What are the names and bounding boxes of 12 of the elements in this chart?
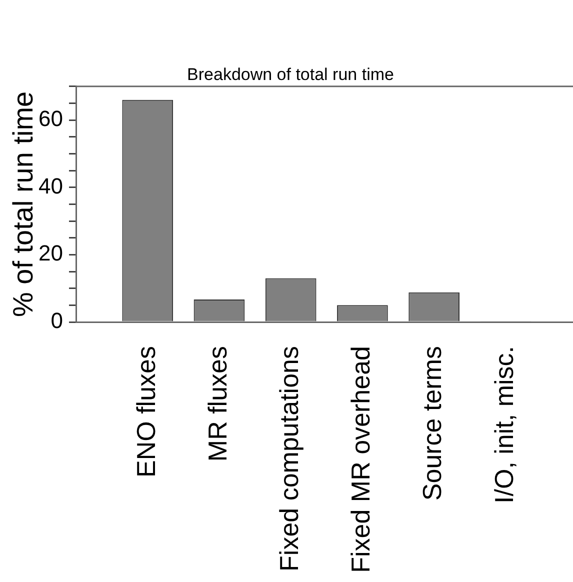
x-tick-label: Fixed MR overhead <box>346 346 376 573</box>
x-tick-label: Fixed computations <box>274 346 304 572</box>
y-axis-title: % of total run time <box>8 91 39 318</box>
x-tick-label: Source terms <box>417 346 448 501</box>
y-tick-label: 0 <box>50 308 63 334</box>
chart-title: Breakdown of total run time <box>187 64 394 84</box>
y-tick-label: 60 <box>38 106 63 132</box>
x-tick-label: I/O, init, misc. <box>488 346 519 504</box>
y-tick-label: 20 <box>38 240 63 266</box>
y-tick-label: 40 <box>38 173 63 198</box>
x-tick-label: MR fluxes <box>202 346 232 462</box>
x-tick-label: ENO fluxes <box>130 346 161 478</box>
